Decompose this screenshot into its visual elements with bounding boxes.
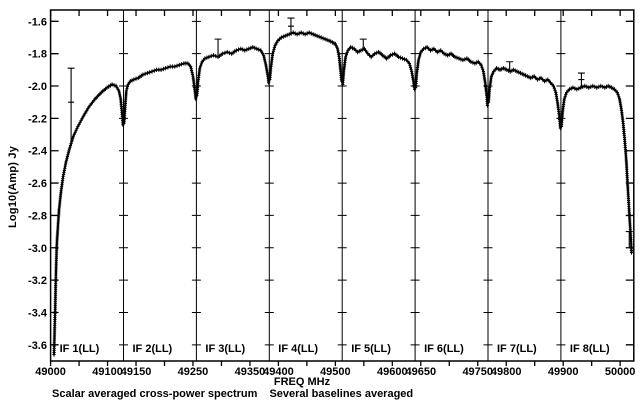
- y-tick-label: -2.8: [28, 210, 47, 222]
- if-band-label: IF 7(LL): [497, 343, 537, 355]
- x-tick-label: 49250: [178, 366, 209, 378]
- x-tick-label: 49750: [462, 366, 493, 378]
- y-tick-label: -1.8: [28, 49, 47, 61]
- figure-caption: Scalar averaged cross-power spectrum Seve…: [52, 388, 413, 400]
- y-tick-label: -1.6: [28, 16, 47, 28]
- axis-ticks: [49, 10, 634, 366]
- if-band-label: IF 1(LL): [60, 343, 100, 355]
- if-band-label: IF 3(LL): [205, 343, 245, 355]
- x-tick-label: 49500: [320, 366, 351, 378]
- y-tick-label: -3.6: [28, 340, 47, 352]
- if-band-label: IF 5(LL): [351, 343, 391, 355]
- y-tick-label: -2.4: [28, 146, 48, 158]
- y-tick-label: -3.2: [28, 275, 47, 287]
- channel-plus-markers: [52, 30, 634, 357]
- x-tick-label: 49650: [405, 366, 436, 378]
- y-tick-label: -3.4: [28, 307, 48, 319]
- x-tick-label: 49000: [35, 366, 66, 378]
- y-tick-label: -2.6: [28, 178, 47, 190]
- if-band-label: IF 8(LL): [570, 343, 610, 355]
- spectrum-trace: [52, 30, 634, 357]
- error-bars: [67, 17, 633, 248]
- plot-frame-group: -1.6 -1.8 -2.0 -2.2 -2.4 -2.6 -2.8 -3.0 -3.2 -3.4…: [28, 9, 636, 378]
- y-tick-label: -2.2: [28, 113, 47, 125]
- x-tick-label: 49900: [548, 366, 579, 378]
- x-tick-label: 49350: [235, 366, 266, 378]
- caption-spectrum-type: Scalar averaged cross-power spectrum: [52, 388, 258, 400]
- if-band-label: IF 4(LL): [278, 343, 318, 355]
- band-curve: [53, 83, 124, 356]
- if-band-label: IF 2(LL): [133, 343, 173, 355]
- x-tick-label: 50000: [605, 366, 636, 378]
- x-tick-label: 49150: [121, 366, 152, 378]
- band-curve: [560, 85, 633, 254]
- x-axis-title: FREQ MHz: [273, 376, 331, 388]
- y-axis-title: Log10(Amp) Jy: [7, 145, 19, 229]
- caption-baselines: Several baselines averaged: [269, 388, 414, 400]
- band-curve: [123, 62, 197, 125]
- band-curve: [487, 67, 562, 130]
- x-tick-label: 49800: [491, 366, 522, 378]
- if-band-label: IF 6(LL): [424, 343, 464, 355]
- band-curve: [414, 46, 489, 107]
- x-tick-label: 49100: [92, 366, 123, 378]
- y-tick-label: -2.0: [28, 81, 47, 93]
- x-tick-label: 49600: [377, 366, 408, 378]
- x-tick-label: 49400: [263, 366, 294, 378]
- y-tick-label: -3.0: [28, 243, 47, 255]
- if-band-separator-lines: [119, 10, 566, 361]
